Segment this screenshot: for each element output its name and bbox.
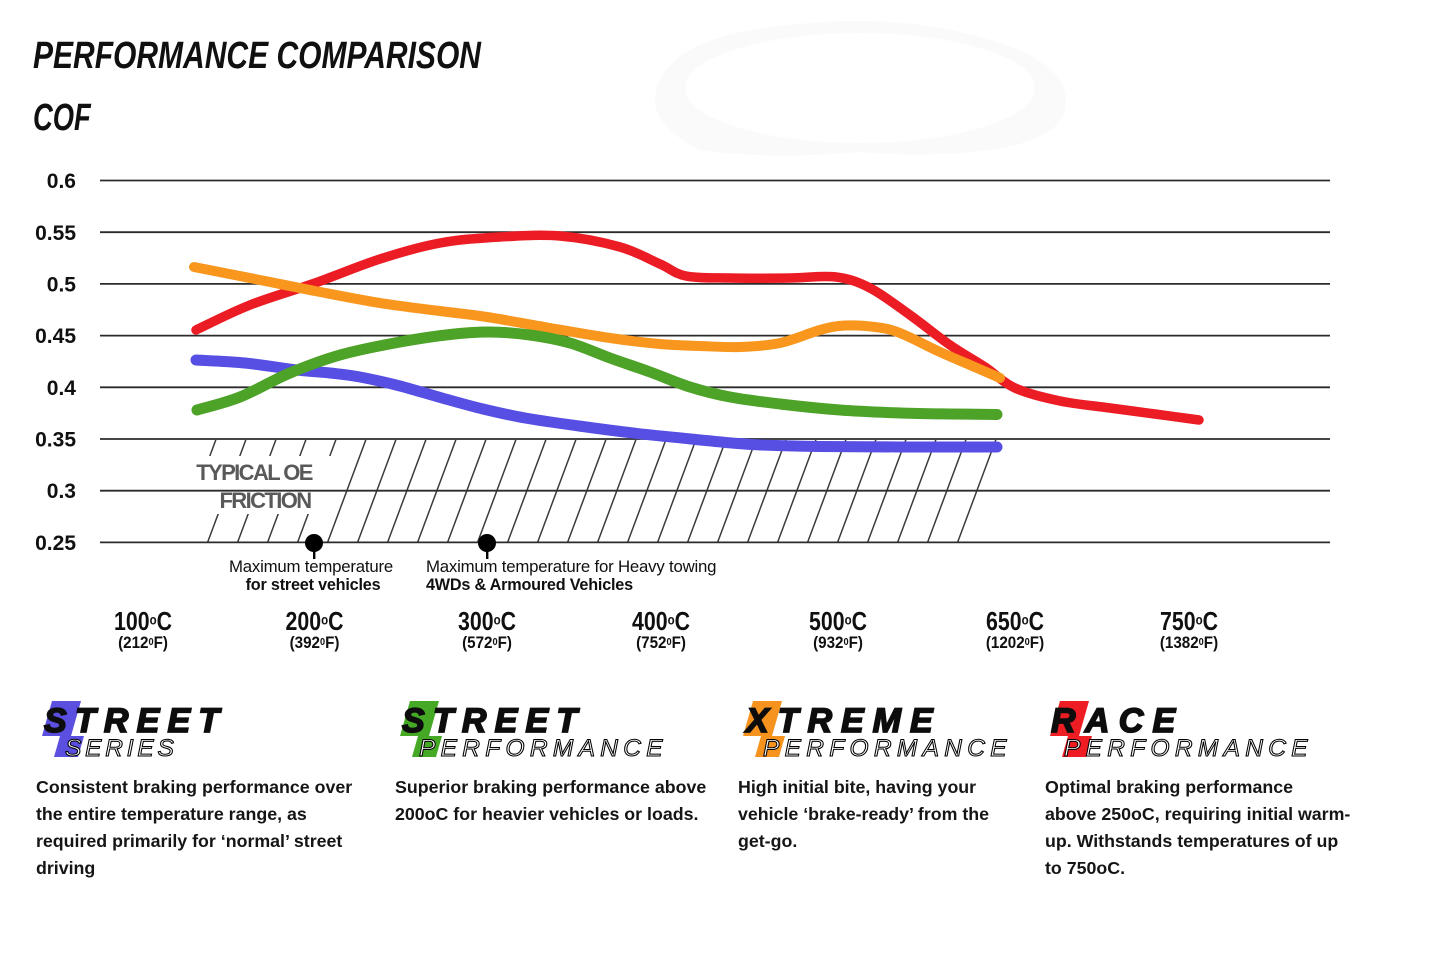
svg-text:0.25: 0.25 xyxy=(35,532,76,555)
svg-text:Maximum temperature: Maximum temperature xyxy=(229,557,393,576)
svg-text:XTREME: XTREME xyxy=(744,702,942,740)
svg-text:PERFORMANCE COMPARISON: PERFORMANCE COMPARISON xyxy=(33,35,482,77)
svg-text:0.6: 0.6 xyxy=(47,170,76,193)
svg-text:(13820F): (13820F) xyxy=(1160,634,1218,652)
svg-text:High initial bite, having your: High initial bite, having your vehicle ‘b… xyxy=(738,777,989,851)
svg-text:RACE: RACE xyxy=(1051,702,1185,740)
svg-text:(3920F): (3920F) xyxy=(290,634,340,652)
svg-text:(2120F): (2120F) xyxy=(118,634,168,652)
svg-text:STREET: STREET xyxy=(402,702,585,740)
svg-text:0.45: 0.45 xyxy=(35,325,76,348)
svg-text:200oC: 200oC xyxy=(286,607,344,637)
svg-text:PERFORMANCE: PERFORMANCE xyxy=(1064,735,1313,762)
svg-text:400oC: 400oC xyxy=(632,607,690,637)
svg-text:Superior braking performance a: Superior braking performance above 200oC … xyxy=(395,777,706,824)
svg-text:STREET: STREET xyxy=(44,702,227,740)
svg-text:(9320F): (9320F) xyxy=(813,634,863,652)
svg-text:100oC: 100oC xyxy=(114,607,172,637)
svg-text:PERFORMANCE: PERFORMANCE xyxy=(419,735,668,762)
svg-text:0.4: 0.4 xyxy=(47,377,77,400)
svg-text:650oC: 650oC xyxy=(986,607,1044,637)
svg-text:0.5: 0.5 xyxy=(47,274,77,297)
svg-text:(5720F): (5720F) xyxy=(462,634,512,652)
svg-text:COF: COF xyxy=(33,97,91,139)
svg-text:TYPICAL OE: TYPICAL OE xyxy=(196,460,313,485)
svg-text:FRICTION: FRICTION xyxy=(219,488,311,513)
svg-text:SERIES: SERIES xyxy=(65,735,178,762)
svg-text:750oC: 750oC xyxy=(1160,607,1218,637)
svg-text:for street vehicles: for street vehicles xyxy=(246,576,381,594)
svg-text:500oC: 500oC xyxy=(809,607,867,637)
svg-text:(12020F): (12020F) xyxy=(986,634,1044,652)
svg-text:0.3: 0.3 xyxy=(47,480,76,503)
svg-text:300oC: 300oC xyxy=(458,607,516,637)
svg-text:PERFORMANCE: PERFORMANCE xyxy=(763,735,1012,762)
svg-text:0.55: 0.55 xyxy=(35,222,76,245)
svg-text:Maximum temperature for Heavy: Maximum temperature for Heavy towing xyxy=(426,557,716,576)
svg-text:0.35: 0.35 xyxy=(35,429,76,452)
svg-text:Consistent braking performance: Consistent braking performance over the e… xyxy=(36,777,352,878)
svg-text:(7520F): (7520F) xyxy=(636,634,686,652)
svg-text:4WDs & Armoured Vehicles: 4WDs & Armoured Vehicles xyxy=(426,576,633,594)
